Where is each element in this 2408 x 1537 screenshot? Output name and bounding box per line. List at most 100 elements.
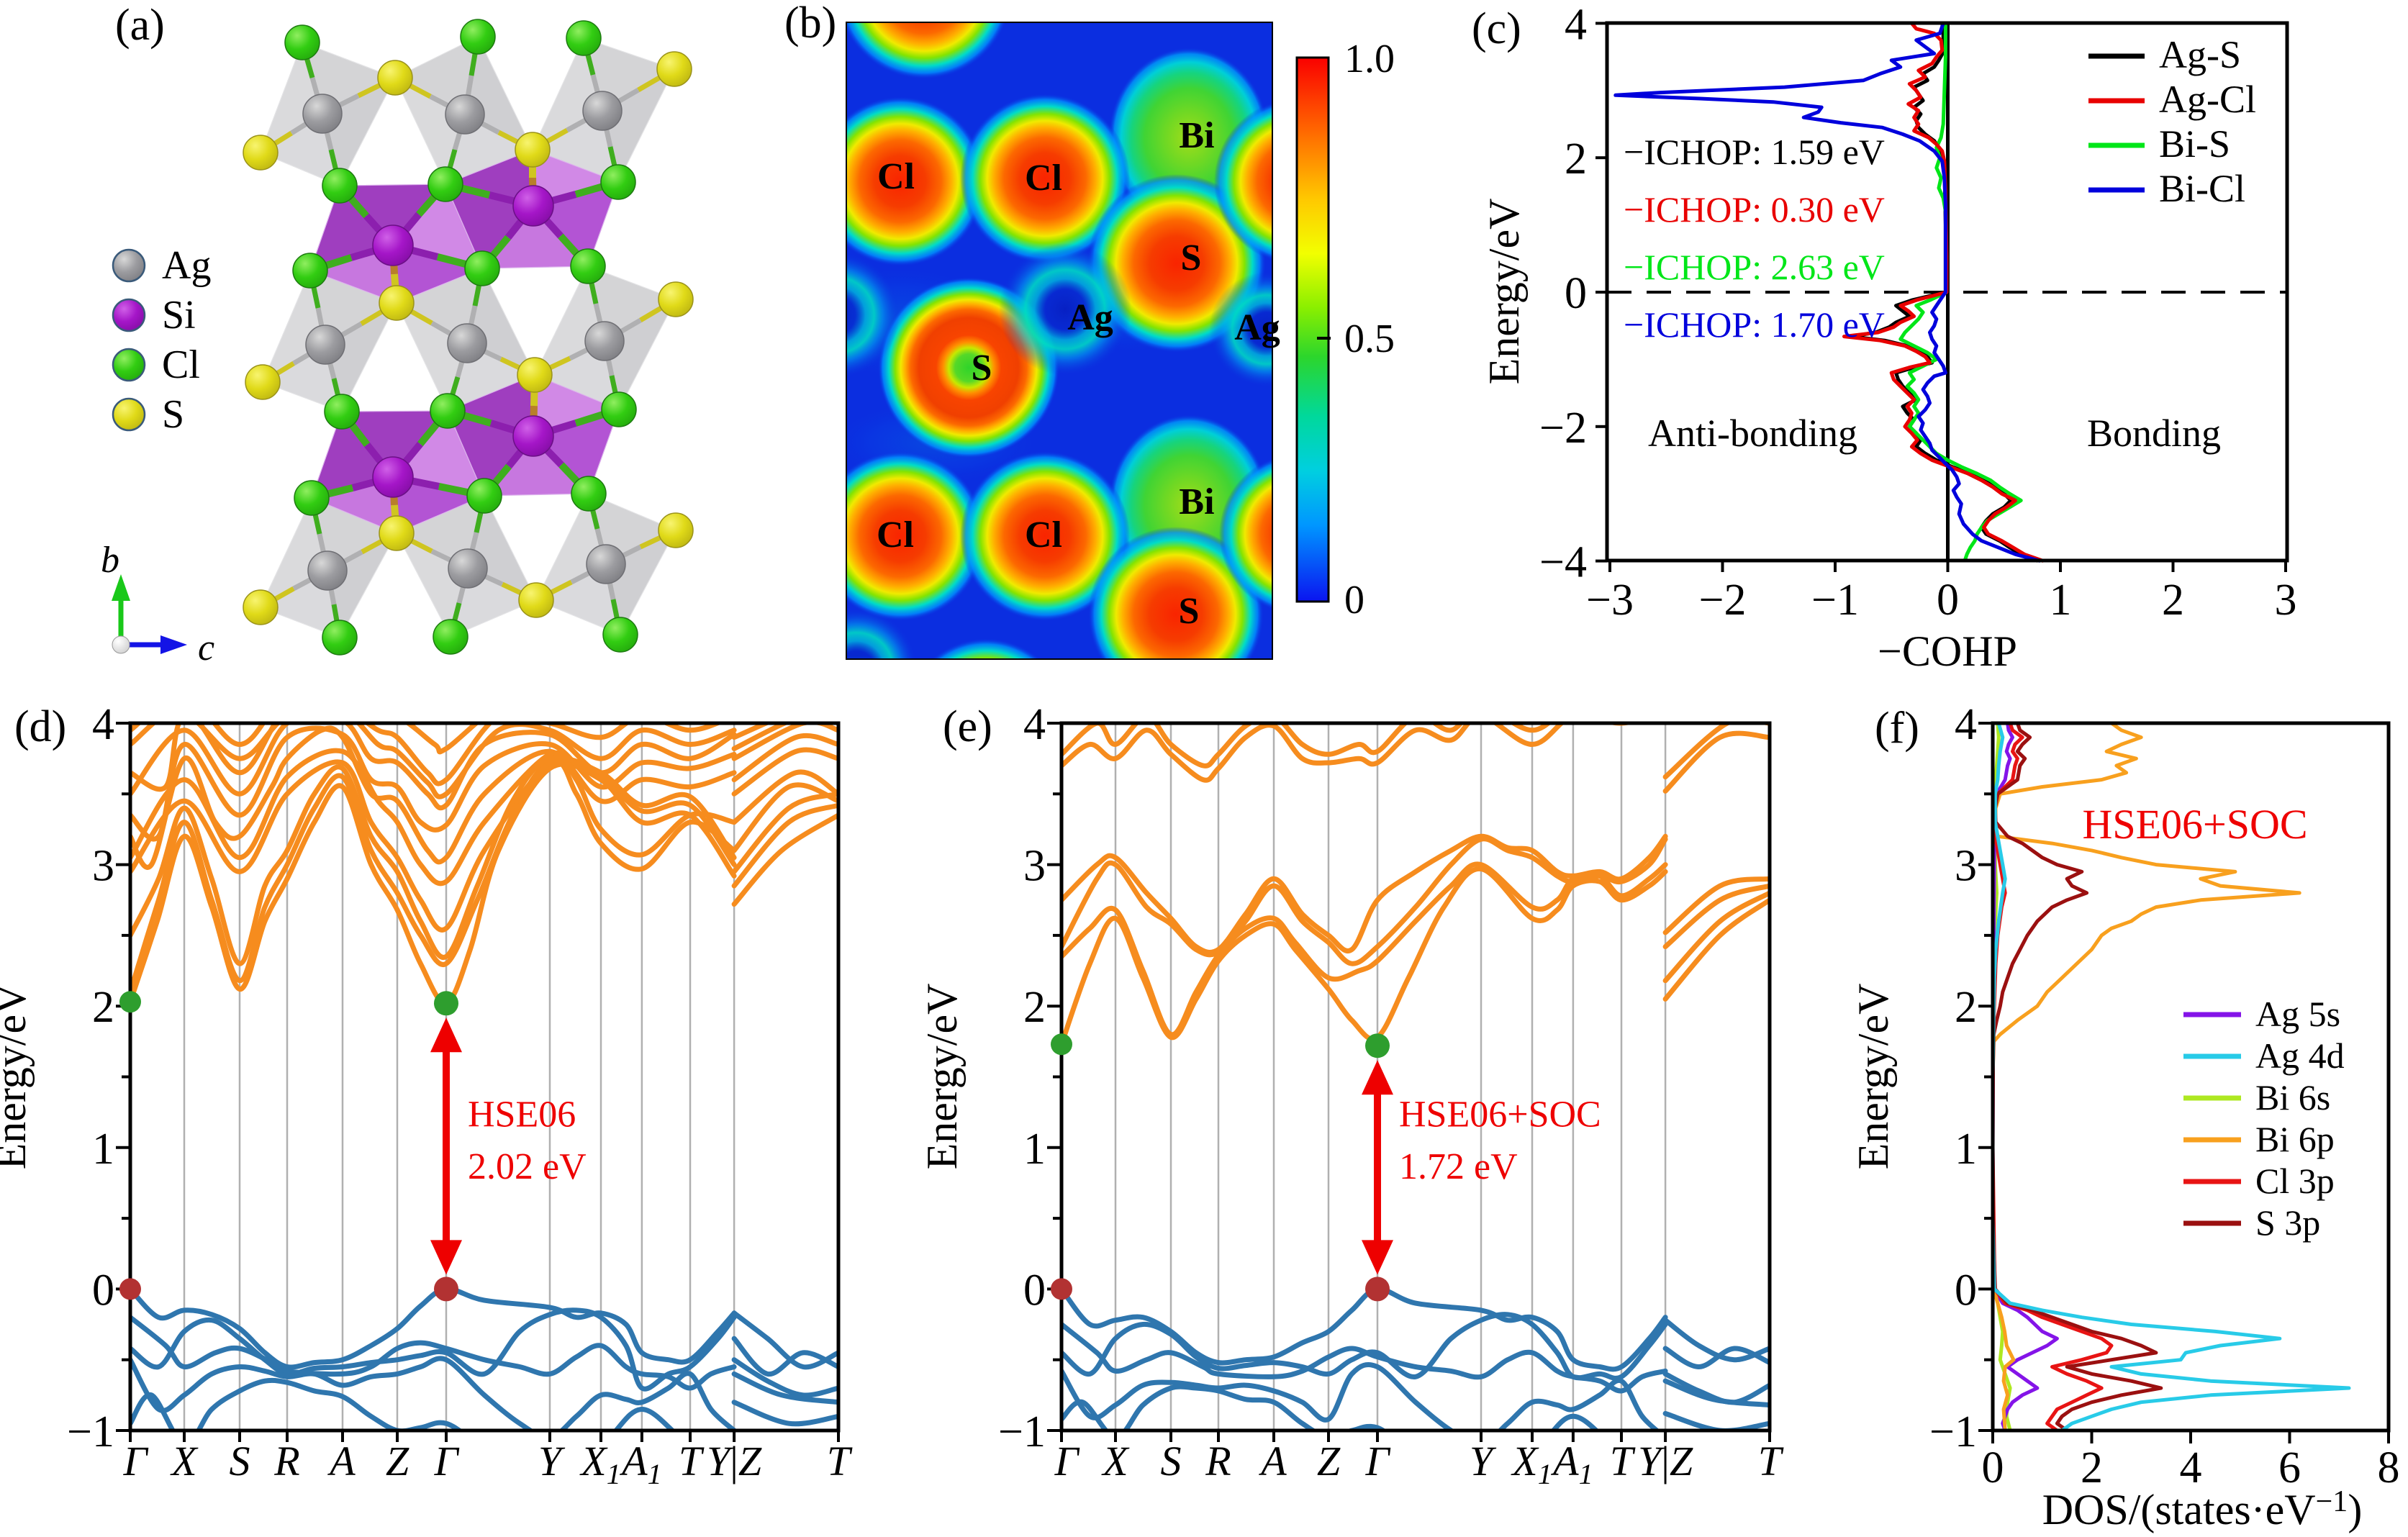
svg-text:T: T xyxy=(1610,1438,1636,1484)
svg-text:2: 2 xyxy=(1565,135,1587,183)
svg-text:1: 1 xyxy=(92,1125,114,1174)
svg-text:T: T xyxy=(679,1438,705,1484)
svg-text:A: A xyxy=(327,1438,356,1484)
svg-text:4: 4 xyxy=(1955,700,1977,749)
svg-text:Anti-bonding: Anti-bonding xyxy=(1648,412,1857,455)
svg-text:−2: −2 xyxy=(1539,404,1587,453)
svg-text:0: 0 xyxy=(1344,578,1364,622)
svg-text:0: 0 xyxy=(92,1266,114,1315)
svg-text:X: X xyxy=(170,1438,199,1484)
svg-text:Y: Y xyxy=(1470,1438,1497,1484)
svg-text:3: 3 xyxy=(92,842,114,891)
svg-text:2: 2 xyxy=(1023,983,1046,1032)
svg-text:Cl: Cl xyxy=(1025,158,1062,199)
svg-text:Energy/eV: Energy/eV xyxy=(1850,984,1897,1170)
svg-text:−4: −4 xyxy=(1539,538,1587,587)
svg-text:(d): (d) xyxy=(14,702,66,751)
svg-text:Ag 5s: Ag 5s xyxy=(2255,994,2340,1034)
svg-text:S: S xyxy=(1181,237,1202,278)
svg-text:Ag: Ag xyxy=(1234,307,1280,348)
svg-text:Energy/eV: Energy/eV xyxy=(1480,199,1528,385)
svg-text:Ag: Ag xyxy=(1067,297,1113,338)
svg-text:Y|Z: Y|Z xyxy=(707,1438,762,1484)
svg-text:c: c xyxy=(198,627,214,668)
svg-text:Bi-S: Bi-S xyxy=(2159,122,2230,166)
svg-text:Bi 6s: Bi 6s xyxy=(2255,1077,2330,1117)
svg-text:Ag-S: Ag-S xyxy=(2159,33,2241,76)
svg-text:−ICHOP: 1.70 eV: −ICHOP: 1.70 eV xyxy=(1624,304,1885,345)
svg-text:−ICHOP: 0.30 eV: −ICHOP: 0.30 eV xyxy=(1624,189,1885,230)
svg-text:0: 0 xyxy=(1955,1266,1977,1315)
svg-text:Γ: Γ xyxy=(1365,1438,1391,1484)
svg-text:Z: Z xyxy=(386,1438,409,1484)
svg-text:Γ: Γ xyxy=(434,1438,460,1484)
svg-text:2.02 eV: 2.02 eV xyxy=(468,1146,587,1187)
svg-text:0: 0 xyxy=(1937,576,1959,625)
svg-text:(b): (b) xyxy=(784,0,836,47)
svg-text:(f): (f) xyxy=(1875,704,1919,753)
svg-text:HSE06+SOC: HSE06+SOC xyxy=(2082,801,2307,848)
svg-text:Bonding: Bonding xyxy=(2087,412,2221,455)
svg-text:Y|Z: Y|Z xyxy=(1638,1438,1693,1484)
svg-text:Bi 6p: Bi 6p xyxy=(2255,1119,2335,1159)
svg-text:A: A xyxy=(1258,1438,1287,1484)
svg-text:X: X xyxy=(1101,1438,1130,1484)
svg-text:T: T xyxy=(1758,1438,1784,1484)
svg-text:S: S xyxy=(230,1438,250,1484)
svg-text:3: 3 xyxy=(1023,842,1046,891)
svg-text:0: 0 xyxy=(1565,269,1587,318)
svg-text:Γ: Γ xyxy=(1054,1438,1080,1484)
svg-text:4: 4 xyxy=(1023,700,1046,749)
svg-text:1: 1 xyxy=(1023,1125,1046,1174)
svg-text:b: b xyxy=(101,540,119,581)
svg-text:Cl: Cl xyxy=(1025,514,1062,556)
svg-text:2: 2 xyxy=(92,983,114,1032)
svg-text:Cl: Cl xyxy=(877,156,915,197)
svg-text:4: 4 xyxy=(2180,1443,2202,1492)
svg-text:−2: −2 xyxy=(1699,576,1747,625)
svg-text:(c): (c) xyxy=(1472,4,1521,53)
svg-text:Cl: Cl xyxy=(162,343,200,387)
svg-text:−1: −1 xyxy=(998,1407,1046,1456)
svg-text:R: R xyxy=(273,1438,299,1484)
svg-text:X1: X1 xyxy=(1511,1438,1552,1490)
svg-text:0: 0 xyxy=(1023,1266,1046,1315)
svg-text:1.72 eV: 1.72 eV xyxy=(1399,1146,1518,1187)
svg-text:3: 3 xyxy=(2275,576,2297,625)
svg-text:S 3p: S 3p xyxy=(2255,1202,2320,1243)
svg-text:HSE06: HSE06 xyxy=(468,1094,576,1135)
svg-text:Z: Z xyxy=(1317,1438,1341,1484)
svg-text:Energy/eV: Energy/eV xyxy=(0,984,35,1170)
svg-text:Y: Y xyxy=(538,1438,566,1484)
svg-text:2: 2 xyxy=(2162,576,2184,625)
svg-text:−ICHOP: 1.59 eV: −ICHOP: 1.59 eV xyxy=(1624,132,1885,172)
svg-text:−3: −3 xyxy=(1586,576,1634,625)
svg-text:S: S xyxy=(162,392,184,437)
svg-text:Bi: Bi xyxy=(1179,481,1214,522)
svg-text:−COHP: −COHP xyxy=(1878,627,2017,675)
svg-text:3: 3 xyxy=(1955,842,1977,891)
svg-text:8: 8 xyxy=(2378,1443,2400,1492)
svg-text:R: R xyxy=(1205,1438,1231,1484)
svg-text:1: 1 xyxy=(2050,576,2072,625)
svg-text:Γ: Γ xyxy=(123,1438,149,1484)
svg-text:Bi: Bi xyxy=(1179,115,1214,156)
svg-text:(a): (a) xyxy=(115,1,165,50)
svg-text:Ag: Ag xyxy=(162,243,211,288)
svg-text:−1: −1 xyxy=(1929,1407,1977,1456)
svg-text:−1: −1 xyxy=(67,1407,114,1456)
svg-text:1: 1 xyxy=(1955,1125,1977,1174)
svg-text:HSE06+SOC: HSE06+SOC xyxy=(1399,1094,1601,1135)
svg-text:4: 4 xyxy=(1565,0,1587,49)
svg-text:(e): (e) xyxy=(943,702,992,751)
svg-text:4: 4 xyxy=(92,700,114,749)
svg-text:Cl: Cl xyxy=(877,514,914,556)
svg-text:Ag 4d: Ag 4d xyxy=(2255,1035,2345,1076)
svg-text:Cl 3p: Cl 3p xyxy=(2255,1161,2335,1201)
svg-text:Bi-Cl: Bi-Cl xyxy=(2159,167,2245,210)
svg-text:−1: −1 xyxy=(1811,576,1859,625)
svg-text:6: 6 xyxy=(2278,1443,2301,1492)
svg-text:S: S xyxy=(972,348,992,389)
svg-text:1.0: 1.0 xyxy=(1344,37,1395,81)
svg-text:0.5: 0.5 xyxy=(1344,317,1395,361)
